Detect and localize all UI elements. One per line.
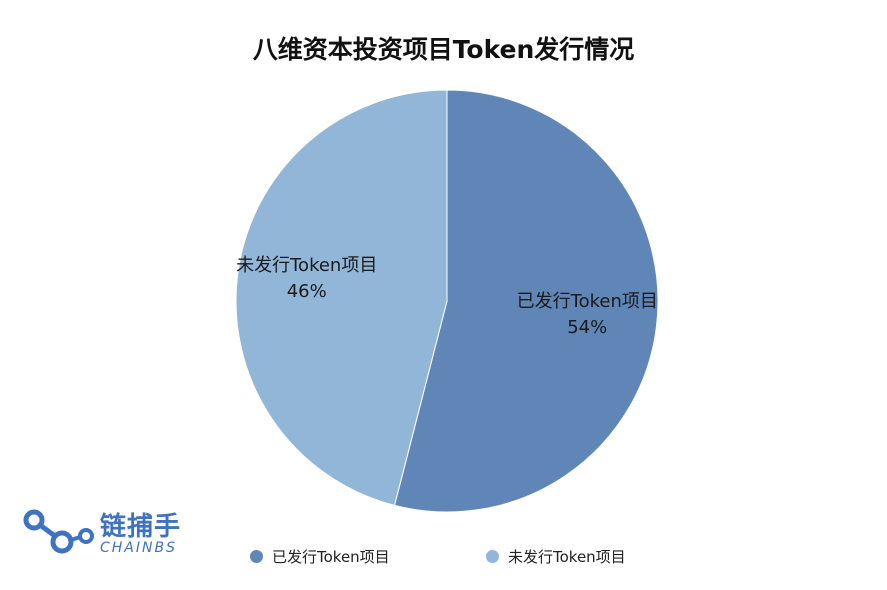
chainbs-logo: 链捕手 CHAINBS	[22, 506, 192, 566]
slice-label-issued-value: 54%	[567, 316, 608, 338]
legend-marker-not-issued	[486, 550, 499, 563]
legend-marker-issued	[250, 550, 263, 563]
slice-label-issued: 已发行Token项目 54%	[517, 289, 658, 341]
legend-label-not-issued: 未发行Token项目	[508, 548, 626, 566]
slice-label-not-issued-name: 未发行Token项目	[236, 255, 378, 277]
chart-legend: 已发行Token项目 未发行Token项目	[0, 546, 887, 572]
chart-title: 八维资本投资项目Token发行情况	[252, 35, 635, 64]
legend-item-issued: 已发行Token项目	[250, 546, 390, 567]
logo-english-text: CHAINBS	[100, 540, 177, 556]
pie-slice-not-issued	[235, 89, 448, 506]
chain-logo-icon	[23, 509, 94, 554]
legend-item-not-issued: 未发行Token项目	[486, 546, 626, 567]
logo-chinese-text: 链捕手	[100, 512, 182, 542]
slice-label-issued-name: 已发行Token项目	[516, 290, 658, 312]
pie-slice-issued	[393, 89, 659, 513]
slice-label-not-issued: 未发行Token项目 46%	[236, 253, 377, 305]
legend-label-issued: 已发行Token项目	[272, 548, 390, 566]
slice-label-not-issued-value: 46%	[286, 281, 327, 303]
